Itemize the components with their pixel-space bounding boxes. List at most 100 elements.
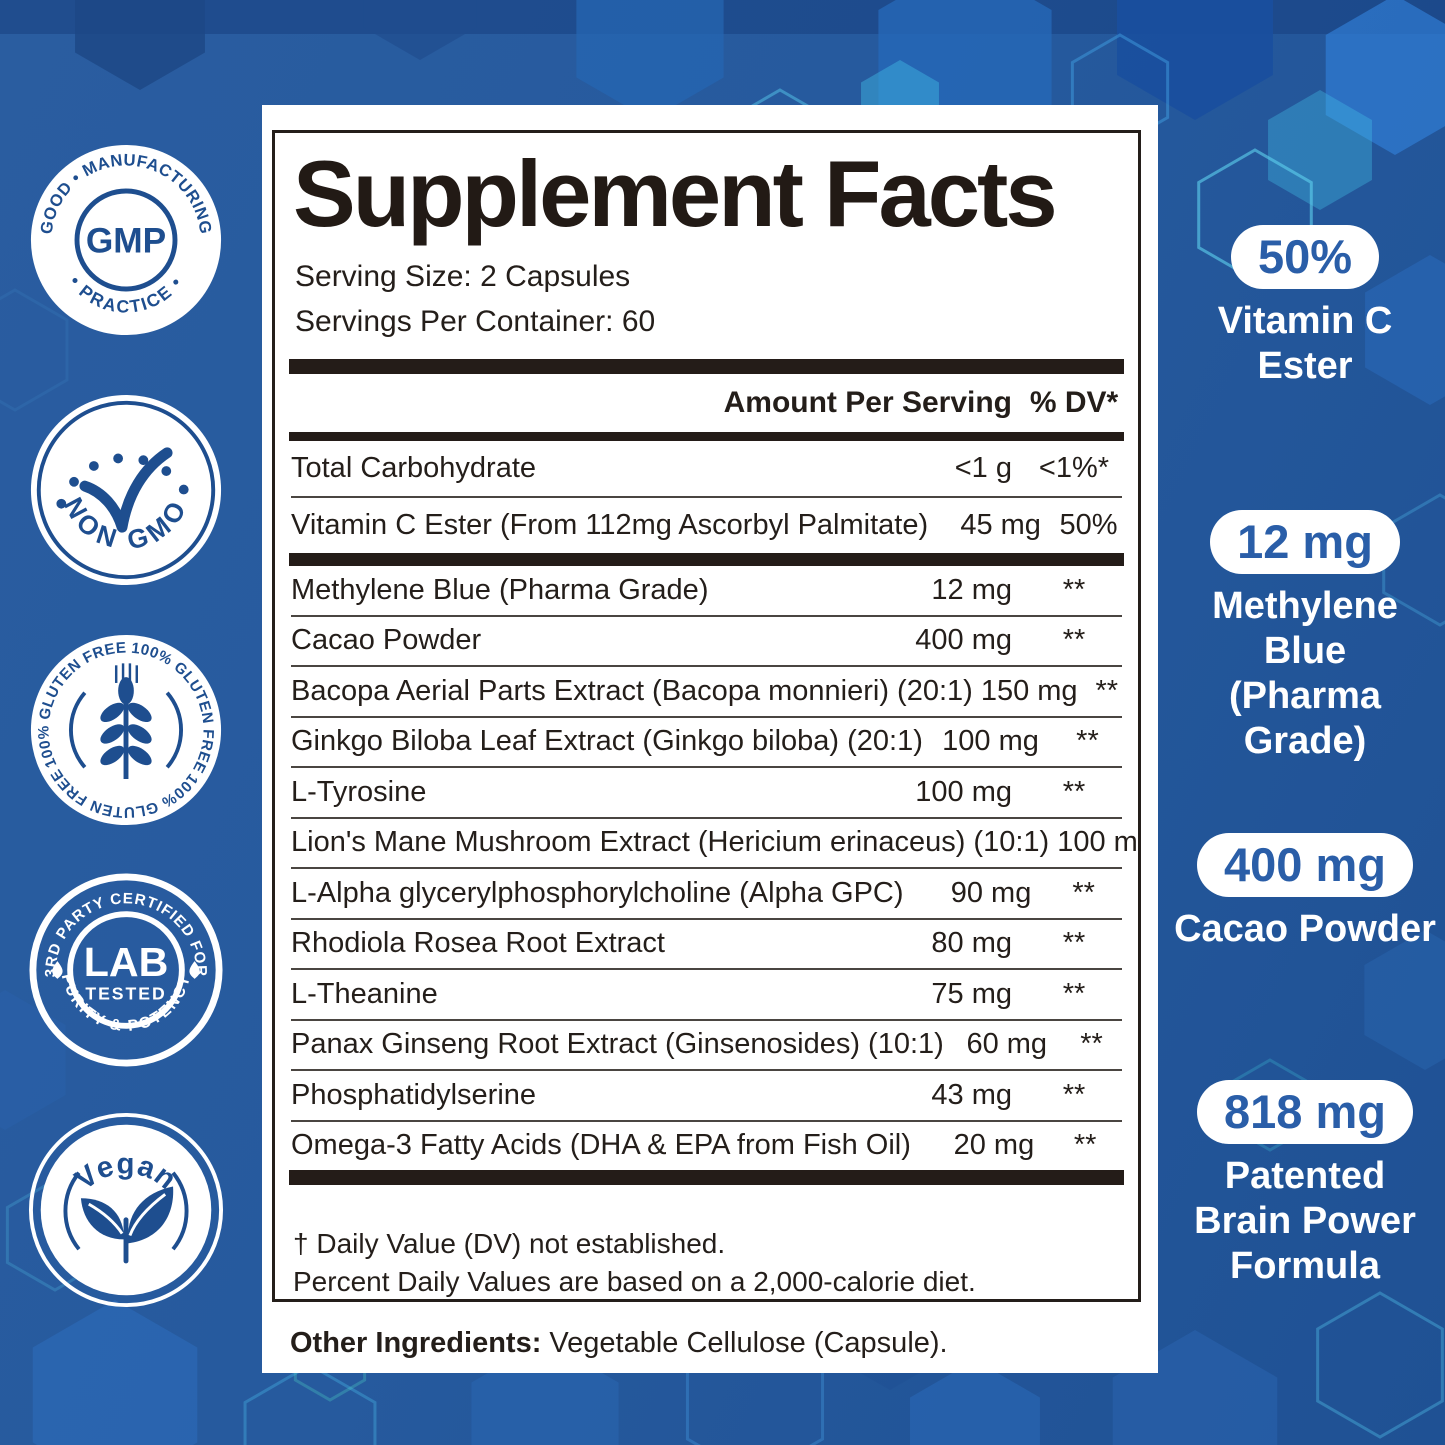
ingredient-amount: 75 mg <box>931 977 1012 1010</box>
other-ingredients-value: Vegetable Cellulose (Capsule). <box>541 1327 948 1359</box>
ingredient-amount: 20 mg <box>953 1129 1035 1162</box>
ingredient-amount: 12 mg <box>931 573 1012 606</box>
footnote: † Daily Value (DV) not established. Perc… <box>293 1225 1122 1299</box>
callout-value-pill: 12 mg <box>1210 510 1400 575</box>
table-row: L-Alpha glycerylphosphorylcholine (Alpha… <box>291 867 1122 918</box>
table-row: Omega-3 Fatty Acids (DHA & EPA from Fish… <box>291 1119 1122 1171</box>
ingredient-dv: ** <box>1073 1129 1097 1162</box>
table-header-row: Amount Per Serving % DV* <box>291 374 1122 432</box>
callout-label: Vitamin C Ester <box>1217 300 1393 388</box>
divider-bar <box>289 1170 1124 1185</box>
ingredient-amount: 100 mg <box>915 775 1012 808</box>
vegan-right-arc <box>171 1171 189 1251</box>
hexagon-decoration <box>1268 90 1372 210</box>
badge-gmp: GOOD • MANUFACTURING • PRACTICE • GMP <box>28 142 224 338</box>
ingredient-dv: 50% <box>1059 509 1118 541</box>
ingredient-name: Cacao Powder <box>291 624 482 657</box>
ingredient-name: Rhodiola Rosea Root Extract <box>291 927 665 960</box>
divider-bar <box>289 553 1124 566</box>
ingredient-name: Omega-3 Fatty Acids (DHA & EPA from Fish… <box>291 1129 911 1162</box>
hexagon-decoration <box>0 288 69 412</box>
lab-center-subtext: TESTED <box>85 983 166 1003</box>
ingredient-rows: Methylene Blue (Pharma Grade) 12 mg ** C… <box>291 566 1138 1171</box>
ingredient-name: L-Tyrosine <box>291 775 427 808</box>
facts-title: Supplement Facts <box>293 141 1058 246</box>
ingredient-amount: <1 g <box>954 452 1012 484</box>
ingredient-dv: ** <box>1062 927 1086 960</box>
hexagon-decoration <box>75 0 205 90</box>
lab-center-text: LAB <box>84 939 169 985</box>
supplement-facts-card: Supplement Facts Serving Size: 2 Capsule… <box>262 105 1158 1373</box>
ingredient-amount: 400 mg <box>915 624 1012 657</box>
ingredient-amount: 60 mg <box>966 1028 1048 1061</box>
highlight-callout: 50% Vitamin C Ester <box>1170 225 1440 389</box>
other-ingredients: Other Ingredients: Vegetable Cellulose (… <box>290 1327 948 1360</box>
table-row: Methylene Blue (Pharma Grade) 12 mg ** <box>291 566 1122 615</box>
ingredient-dv: ** <box>1062 573 1086 606</box>
divider-bar <box>289 359 1124 374</box>
ingredient-dv: ** <box>1076 725 1099 758</box>
table-row: Total Carbohydrate <1 g <1%* <box>291 441 1122 496</box>
table-row: Panax Ginseng Root Extract (Ginsenosides… <box>291 1018 1122 1070</box>
ingredient-dv: ** <box>1062 624 1086 657</box>
table-row: Rhodiola Rosea Root Extract 80 mg ** <box>291 917 1122 969</box>
ingredient-amount: 100 mg <box>942 725 1039 758</box>
table-row: Cacao Powder 400 mg ** <box>291 614 1122 666</box>
lab-inner-ring <box>67 911 185 1029</box>
droplet-icon <box>189 961 200 979</box>
ingredient-dv: ** <box>1080 1028 1103 1061</box>
badge-lab-tested: 3RD PARTY CERTIFIED FOR PURITY & POTENCY… <box>28 872 224 1068</box>
leaf-icon <box>80 1186 174 1264</box>
ingredient-dv: ** <box>1095 674 1119 707</box>
table-row: Vitamin C Ester (From 112mg Ascorbyl Pal… <box>291 496 1122 553</box>
table-row: L-Theanine 75 mg ** <box>291 968 1122 1019</box>
badge-non-gmo: NON GMO <box>28 392 224 588</box>
ingredient-dv: ** <box>1072 876 1095 909</box>
ingredient-amount: 43 mg <box>931 1078 1012 1111</box>
table-row: Lion's Mane Mushroom Extract (Hericium e… <box>291 816 1138 868</box>
ingredient-name: L-Theanine <box>291 977 438 1010</box>
droplet-icon <box>52 961 63 979</box>
hexagon-decoration <box>1365 255 1445 405</box>
gmp-inner-ring <box>74 188 178 292</box>
hexagon-decoration <box>1316 1291 1444 1439</box>
checkmark-icon <box>79 447 173 533</box>
badge-gluten-free: 100% GLUTEN FREE 100% GLUTEN FREE 100% G… <box>28 632 224 828</box>
callout-label: Methylene Blue (Pharma Grade) <box>1212 585 1398 762</box>
table-row: Phosphatidylserine 43 mg ** <box>291 1069 1122 1120</box>
ingredient-name: Ginkgo Biloba Leaf Extract (Ginkgo bilob… <box>291 725 923 758</box>
table-row: Bacopa Aerial Parts Extract (Bacopa monn… <box>291 665 1122 716</box>
amount-header: Amount Per Serving <box>723 386 1012 419</box>
badge-vegan: Vegan <box>28 1112 224 1308</box>
vegan-left-arc <box>63 1171 81 1251</box>
badge-disc <box>30 394 222 586</box>
lab-outer-ring <box>29 873 223 1067</box>
callout-value-pill: 400 mg <box>1197 833 1413 898</box>
ingredient-name: L-Alpha glycerylphosphorylcholine (Alpha… <box>291 876 904 909</box>
ingredient-dv: ** <box>1062 977 1086 1010</box>
ingredient-amount: 45 mg <box>960 509 1041 541</box>
hexagon-decoration <box>1325 0 1445 155</box>
ingredient-amount: 100 mg <box>1057 826 1138 859</box>
badge-disc <box>30 144 222 336</box>
table-row: Ginkgo Biloba Leaf Extract (Ginkgo bilob… <box>291 715 1122 767</box>
hexagon-decoration <box>243 1363 377 1445</box>
hexagon-decoration <box>576 0 724 120</box>
non-gmo-ring <box>36 400 216 580</box>
wheat-icon <box>69 663 183 779</box>
ingredient-dv: ** <box>1062 1078 1086 1111</box>
ingredient-name: Bacopa Aerial Parts Extract (Bacopa monn… <box>291 674 973 707</box>
ingredient-name: Phosphatidylserine <box>291 1078 537 1111</box>
ingredient-dv: ** <box>1062 775 1086 808</box>
callout-label: Patented Brain Power Formula <box>1194 1155 1416 1288</box>
facts-border-box: Supplement Facts Serving Size: 2 Capsule… <box>272 130 1141 1302</box>
non-gmo-dotted-arc <box>56 453 196 509</box>
badge-disc <box>40 1124 212 1296</box>
ingredient-name: Total Carbohydrate <box>291 452 537 484</box>
hexagon-decoration <box>910 1360 1040 1445</box>
other-ingredients-label: Other Ingredients: <box>290 1327 542 1359</box>
ingredient-name: Panax Ginseng Root Extract (Ginsenosides… <box>291 1028 944 1061</box>
ingredient-dv: <1%* <box>1038 452 1110 484</box>
ingredient-name: Methylene Blue (Pharma Grade) <box>291 573 709 606</box>
